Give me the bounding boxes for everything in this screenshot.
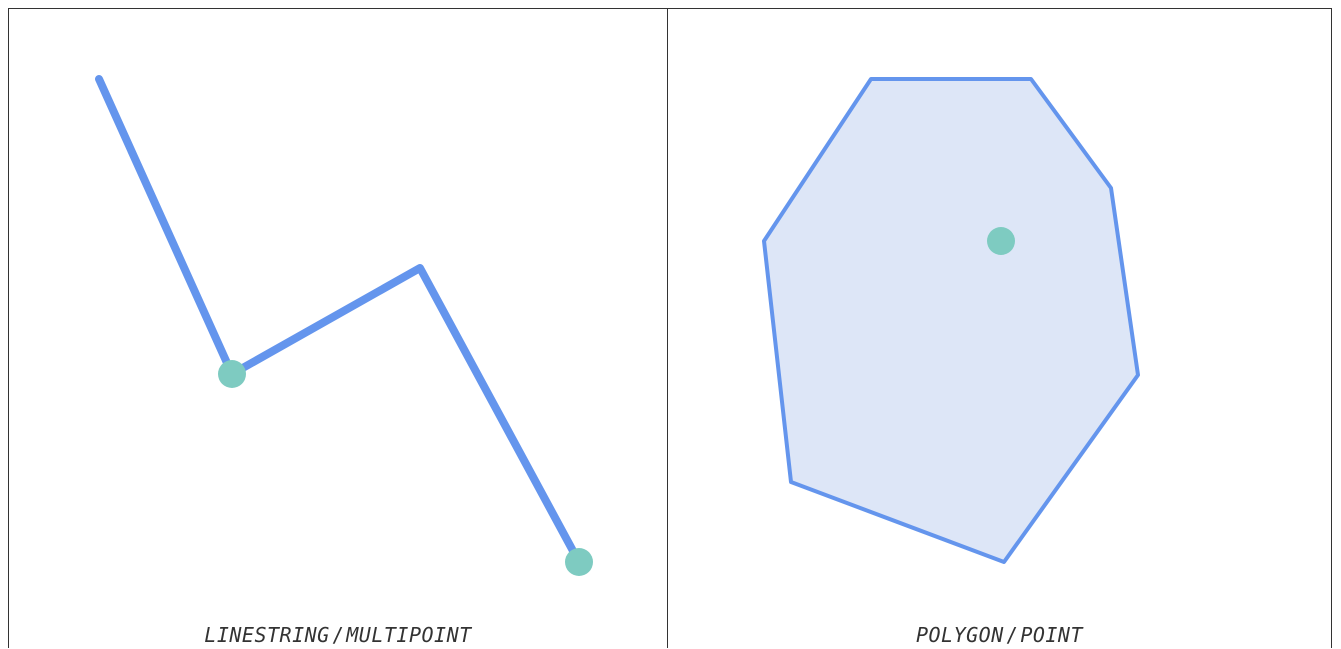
linestring-caption: LINESTRING / MULTIPOINT xyxy=(9,623,667,647)
caption-result-type: MULTIPOINT xyxy=(346,623,472,647)
linestring-canvas xyxy=(95,75,593,576)
caption-result-type: POINT xyxy=(1020,623,1084,647)
diagram-frame: LINESTRING / MULTIPOINT POLYGON / POINT xyxy=(8,8,1332,648)
caption-separator: / xyxy=(1005,623,1019,647)
caption-geometry-type: POLYGON xyxy=(915,623,1004,647)
linestring-geometry xyxy=(95,75,583,566)
polygon-panel: POLYGON / POINT xyxy=(668,9,1331,648)
multipoint-point-1 xyxy=(218,360,246,388)
caption-geometry-type: LINESTRING xyxy=(204,623,330,647)
polygon-caption: POLYGON / POINT xyxy=(668,623,1331,647)
linestring-panel: LINESTRING / MULTIPOINT xyxy=(9,9,668,648)
polygon-geometry xyxy=(762,77,1140,564)
caption-separator: / xyxy=(331,623,345,647)
centroid-point xyxy=(987,227,1015,255)
multipoint-point-2 xyxy=(565,548,593,576)
polygon-canvas xyxy=(762,77,1140,564)
